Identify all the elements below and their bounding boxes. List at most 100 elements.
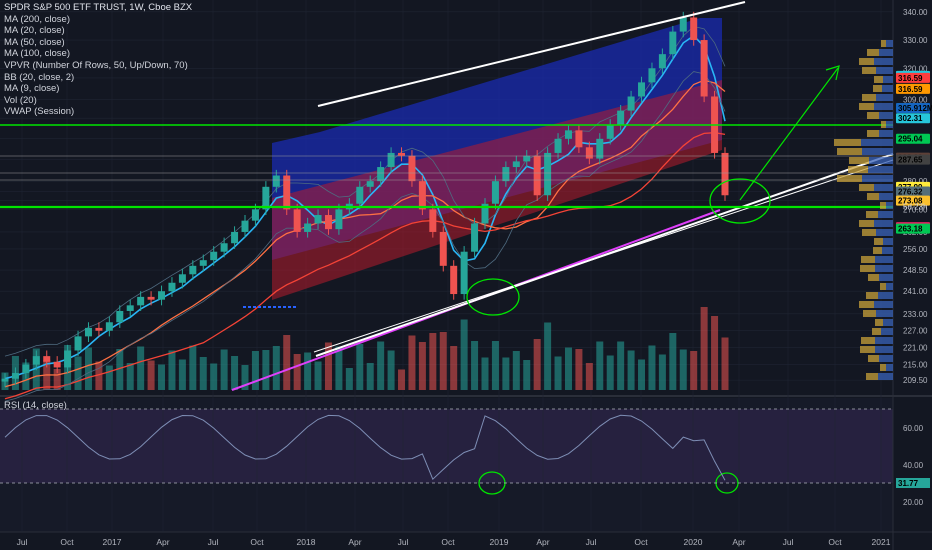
rsi-band xyxy=(0,409,893,483)
x-tick-label: Oct xyxy=(60,537,74,547)
vpvr-down xyxy=(879,274,893,281)
indicator-ma9[interactable]: MA (9, close) xyxy=(4,83,60,95)
candle-body xyxy=(617,110,625,125)
indicator-vpvr[interactable]: VPVR (Number Of Rows, 50, Up/Down, 70) xyxy=(4,59,188,71)
x-tick-label: Apr xyxy=(732,537,745,547)
volume-bar xyxy=(721,337,729,390)
support-ellipse-2020 xyxy=(709,178,771,224)
volume-bar xyxy=(168,350,176,390)
rsi-value-label: 31.77 xyxy=(898,479,919,488)
candle-body xyxy=(1,378,9,382)
vpvr-up xyxy=(868,274,879,281)
indicator-ma200[interactable]: MA (200, close) xyxy=(4,13,70,25)
indicator-ma20[interactable]: MA (20, close) xyxy=(4,25,65,37)
vpvr-up xyxy=(837,175,862,182)
volume-bar xyxy=(283,335,291,390)
indicator-vwap[interactable]: VWAP (Session) xyxy=(4,106,75,118)
volume-bar xyxy=(241,365,249,390)
volume-bar xyxy=(460,319,468,390)
rsi-tick-label: 60.00 xyxy=(903,424,924,433)
candle-body xyxy=(84,327,92,337)
vpvr-up xyxy=(880,283,886,290)
volume-bar xyxy=(377,341,385,390)
volume-bar xyxy=(471,341,479,390)
volume-bar xyxy=(387,350,395,390)
vpvr-down xyxy=(882,247,893,254)
vpvr-down xyxy=(878,211,893,218)
candle-body xyxy=(116,310,124,323)
price-tag-label: 305.912M xyxy=(898,104,932,113)
candle-body xyxy=(544,152,552,196)
candle-body xyxy=(43,356,51,362)
x-tick-label: Jul xyxy=(398,537,409,547)
volume-bar xyxy=(690,351,698,390)
vpvr-down xyxy=(882,85,893,92)
volume-bar xyxy=(669,333,677,390)
indicator-ma50[interactable]: MA (50, close) xyxy=(4,36,65,48)
indicator-legend: SPDR S&P 500 ETF TRUST, 1W, Cboe BZX MA … xyxy=(4,2,192,118)
indicator-vol[interactable]: Vol (20) xyxy=(4,94,37,106)
volume-bar xyxy=(304,352,312,390)
vpvr-down xyxy=(874,58,893,65)
candle-body xyxy=(335,209,343,230)
candle-body xyxy=(64,350,72,368)
volume-bar xyxy=(189,345,197,390)
lower-trendline-2 xyxy=(313,159,894,353)
vpvr-down xyxy=(886,40,893,47)
volume-bar xyxy=(429,333,437,390)
vpvr-down xyxy=(874,220,893,227)
volume-bar xyxy=(606,355,614,390)
volume-bar xyxy=(481,357,489,390)
y-tick-label: 309.00 xyxy=(903,95,928,104)
vpvr-down xyxy=(874,103,893,110)
x-tick-label: Jul xyxy=(586,537,597,547)
volume-bar xyxy=(439,332,447,390)
candle-body xyxy=(293,209,301,232)
y-tick-label: 241.00 xyxy=(903,287,928,296)
candle-body xyxy=(377,167,385,182)
price-tag-label: 263.18 xyxy=(898,225,923,234)
x-tick-label: Apr xyxy=(536,537,549,547)
price-tag xyxy=(896,72,930,83)
vpvr-up xyxy=(867,193,879,200)
candle-body xyxy=(366,181,374,187)
vpvr-down xyxy=(878,373,893,380)
volume-bar xyxy=(199,357,207,390)
candle-body xyxy=(575,130,583,148)
candle-body xyxy=(356,186,364,204)
vpvr-down xyxy=(875,265,893,272)
volume-bar xyxy=(617,341,625,390)
indicator-bb[interactable]: BB (20, close, 2) xyxy=(4,71,75,83)
candle-body xyxy=(721,152,729,196)
vpvr-down xyxy=(886,121,893,128)
vpvr-up xyxy=(849,157,869,164)
x-tick-label: Apr xyxy=(156,537,169,547)
rsi-tick-label: 20.00 xyxy=(903,498,924,507)
y-tick-label: 248.50 xyxy=(903,266,928,275)
volume-bar xyxy=(324,342,332,390)
chart-title[interactable]: SPDR S&P 500 ETF TRUST, 1W, Cboe BZX xyxy=(4,2,193,13)
candle-body xyxy=(251,209,259,221)
volume-bar xyxy=(512,351,520,390)
candle-body xyxy=(523,155,531,162)
indicator-ma100[interactable]: MA (100, close) xyxy=(4,48,70,60)
volume-bar xyxy=(158,364,166,390)
candle-body xyxy=(554,138,562,153)
price-tag xyxy=(896,154,930,165)
volume-bar xyxy=(700,307,708,390)
candle-body xyxy=(429,209,437,232)
candle-body xyxy=(147,296,155,300)
volume-bar xyxy=(95,361,103,390)
vpvr-up xyxy=(861,337,875,344)
candle-body xyxy=(398,152,406,156)
candle-body xyxy=(512,161,520,168)
vpvr-up xyxy=(837,148,862,155)
volume-bar xyxy=(398,369,406,390)
volume-bar xyxy=(345,368,353,390)
price-tag-label: 316.59 xyxy=(898,74,923,83)
candle-body xyxy=(491,181,499,204)
vpvr-down xyxy=(883,319,893,326)
rsi-title[interactable]: RSI (14, close) xyxy=(4,400,67,411)
vpvr-up xyxy=(866,211,878,218)
